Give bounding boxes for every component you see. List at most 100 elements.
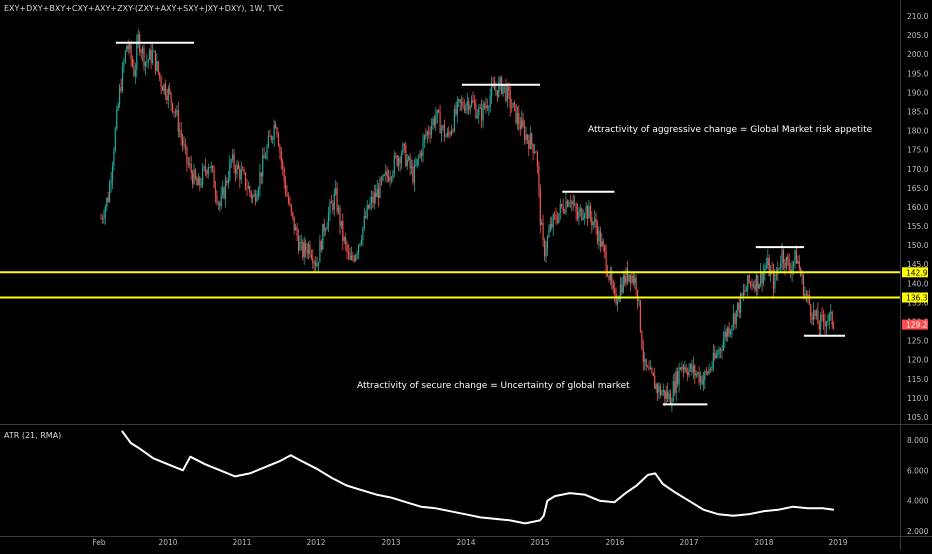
candle-body [286, 192, 288, 197]
candle-body [641, 331, 643, 349]
candle-body [106, 197, 108, 207]
candle-body [687, 372, 689, 376]
candle-body [760, 271, 762, 285]
time-tick-label: 2013 [381, 538, 400, 547]
candle-body [539, 188, 541, 226]
candle-body [172, 103, 174, 113]
candle-body [375, 192, 377, 198]
candle-body [200, 184, 202, 186]
candle-body [827, 320, 829, 322]
candle-body [133, 66, 135, 76]
candle-body [289, 202, 291, 205]
candle-body [528, 140, 530, 149]
candle-body [296, 226, 298, 237]
candle-body [203, 166, 205, 169]
candle-body [811, 315, 813, 321]
candle-body [335, 188, 337, 194]
candle-body [154, 51, 156, 71]
candle-body [117, 104, 119, 110]
candle-body [313, 262, 315, 264]
candle-body [104, 206, 106, 218]
candle-body [657, 384, 659, 393]
candle-body [529, 133, 531, 149]
candle-body [645, 358, 647, 367]
candle-body [363, 216, 365, 228]
candle-body [568, 202, 570, 207]
time-tick-label: 2010 [158, 538, 177, 547]
candle-body [295, 226, 297, 231]
candle-body [611, 272, 613, 285]
candle-body [831, 311, 833, 326]
candle-body [214, 187, 217, 196]
candle-body [704, 371, 706, 381]
candle-body [316, 264, 318, 267]
candle-body [120, 87, 122, 91]
candle-body [441, 127, 443, 134]
candle-body [252, 196, 254, 199]
candle-body [697, 372, 699, 374]
candle-body [508, 86, 510, 92]
candle-body [522, 119, 524, 126]
candle-body [720, 348, 722, 351]
candle-body [337, 207, 340, 212]
candle-body [143, 47, 145, 66]
candle-body [153, 51, 155, 52]
candle-body [521, 119, 523, 129]
candle-body [442, 125, 444, 128]
candle-body [481, 107, 483, 121]
candle-body [737, 302, 739, 311]
candle-body [752, 285, 755, 287]
candle-body [207, 167, 209, 174]
candle-body [425, 135, 427, 137]
candle-body [449, 132, 451, 135]
time-tick-label: 2017 [679, 538, 698, 547]
candle-body [269, 136, 271, 137]
price-tick-label: 165.0 [907, 184, 929, 193]
candle-body [509, 91, 511, 108]
price-tick-label: 115.0 [907, 375, 929, 384]
candle-body [765, 265, 767, 269]
candle-body [189, 163, 191, 165]
candle-body [265, 158, 267, 159]
candle-body [551, 223, 553, 228]
candle-body [747, 275, 749, 290]
candle-body [282, 161, 284, 169]
candle-body [372, 197, 374, 203]
candle-body [339, 207, 341, 227]
candle-body [651, 368, 653, 373]
price-tick-label: 175.0 [907, 146, 929, 155]
time-tick-label: Feb [92, 538, 106, 547]
candle-body [542, 223, 544, 241]
candle-body [422, 140, 424, 156]
price-tick-label: 160.0 [907, 203, 929, 212]
candle-body [685, 367, 687, 373]
candle-body [823, 315, 825, 322]
candle-body [599, 231, 601, 247]
candle-body [535, 152, 537, 154]
candle-body [684, 367, 686, 370]
candle-body [383, 174, 385, 176]
candle-body [463, 107, 466, 111]
candle-body [107, 197, 109, 202]
candle-body [169, 88, 171, 93]
candle-body [558, 213, 560, 223]
candle-body [197, 177, 199, 186]
candle-body [300, 241, 302, 243]
candle-body [336, 188, 338, 212]
candle-body [250, 192, 252, 199]
candle-body [350, 255, 352, 260]
candle-body [665, 391, 667, 399]
candle-body [675, 371, 677, 393]
candle-body [830, 311, 832, 314]
price-tick-label: 135.0 [907, 298, 929, 307]
candle-body [406, 159, 408, 167]
candle-body [217, 202, 219, 204]
candle-body [392, 173, 394, 178]
candle-body [166, 95, 168, 100]
candle-body [202, 168, 204, 185]
candle-body [393, 155, 395, 174]
candle-body [534, 152, 536, 153]
candle-body [668, 393, 670, 399]
